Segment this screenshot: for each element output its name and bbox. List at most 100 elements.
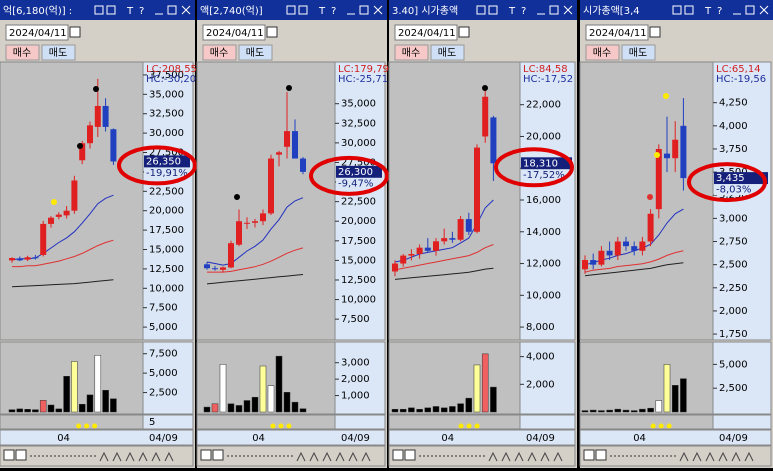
maximize-button[interactable] xyxy=(167,5,177,15)
toolbar-icon[interactable] xyxy=(164,451,174,462)
icon[interactable] xyxy=(298,5,308,15)
icon[interactable] xyxy=(476,5,486,15)
icon[interactable] xyxy=(106,5,116,15)
toolbar-icon[interactable] xyxy=(361,451,371,462)
signal-dot xyxy=(466,423,472,429)
toolbar-icon[interactable] xyxy=(718,451,728,462)
maximize-button[interactable] xyxy=(549,5,559,15)
buy-label[interactable]: 매수 xyxy=(13,47,31,59)
date-box[interactable] xyxy=(394,24,458,41)
x-tick-label: 04 xyxy=(252,433,265,444)
sell-button[interactable] xyxy=(238,44,273,61)
candle-body xyxy=(300,158,306,172)
calendar-icon[interactable] xyxy=(649,26,661,38)
toolbar-icon[interactable] xyxy=(296,451,306,462)
maximize-button[interactable] xyxy=(745,5,755,15)
candle-body xyxy=(212,268,218,270)
buy-label[interactable]: 매수 xyxy=(402,47,420,59)
toolbar-icon[interactable] xyxy=(125,451,135,462)
toolbar-button[interactable] xyxy=(212,449,224,461)
volume-bar xyxy=(78,403,86,413)
toolbar-icon[interactable] xyxy=(527,451,537,462)
calendar-icon[interactable] xyxy=(458,26,470,38)
volume-bar xyxy=(102,389,109,413)
toolbar-icon[interactable] xyxy=(731,451,741,462)
date-box[interactable] xyxy=(5,24,69,41)
icon[interactable] xyxy=(672,5,682,15)
sell-label[interactable]: 매도 xyxy=(246,47,264,59)
toolbar-button[interactable] xyxy=(392,449,404,461)
date-box[interactable] xyxy=(202,24,266,41)
buy-button[interactable] xyxy=(394,44,429,61)
price-pane xyxy=(196,61,336,341)
close-button[interactable] xyxy=(563,5,573,15)
y-tick-label: 4,000 xyxy=(719,121,748,132)
volume-tick-label: 5,000 xyxy=(149,368,178,379)
toolbar-button[interactable] xyxy=(15,449,27,461)
sell-label[interactable]: 매도 xyxy=(438,47,456,59)
sell-button[interactable] xyxy=(430,44,465,61)
moving-average xyxy=(394,244,494,271)
candle-body xyxy=(655,148,662,210)
toolbar-icon[interactable] xyxy=(322,451,332,462)
icon-glyph[interactable]: ? xyxy=(331,6,336,17)
toolbar-icon[interactable] xyxy=(112,451,122,462)
icon[interactable] xyxy=(94,5,104,15)
maximize-button[interactable] xyxy=(359,5,369,15)
toolbar-icon[interactable] xyxy=(488,451,498,462)
toolbar-icon[interactable] xyxy=(348,451,358,462)
buy-button[interactable] xyxy=(202,44,237,61)
toolbar-button[interactable] xyxy=(595,449,607,461)
toolbar-icon[interactable] xyxy=(679,451,689,462)
buy-label[interactable]: 매수 xyxy=(210,47,228,59)
price-box xyxy=(144,155,190,168)
sell-button[interactable] xyxy=(41,44,76,61)
toolbar-icon[interactable] xyxy=(553,451,563,462)
icon-glyph[interactable]: T xyxy=(704,6,712,17)
candle-body xyxy=(490,117,497,164)
toolbar-button[interactable] xyxy=(200,449,212,461)
window-title: 액[2,740(억)] xyxy=(200,5,263,17)
toolbar-icon[interactable] xyxy=(138,451,148,462)
buy-button[interactable] xyxy=(5,44,40,61)
calendar-icon[interactable] xyxy=(69,26,81,38)
sell-label[interactable]: 매도 xyxy=(49,47,67,59)
toolbar-icon[interactable] xyxy=(335,451,345,462)
toolbar-icon[interactable] xyxy=(151,451,161,462)
toolbar-icon[interactable] xyxy=(705,451,715,462)
icon-glyph[interactable]: T xyxy=(318,6,326,17)
buy-button[interactable] xyxy=(585,44,620,61)
toolbar-icon[interactable] xyxy=(309,451,319,462)
icon-glyph[interactable]: ? xyxy=(521,6,526,17)
volume-bar xyxy=(614,408,622,413)
icon-glyph[interactable]: T xyxy=(508,6,516,17)
calendar-icon[interactable] xyxy=(266,26,278,38)
toolbar-icon[interactable] xyxy=(744,451,754,462)
icon[interactable] xyxy=(286,5,296,15)
date-box[interactable] xyxy=(585,24,649,41)
toolbar-icon[interactable] xyxy=(99,451,109,462)
toolbar-button[interactable] xyxy=(404,449,416,461)
sell-button[interactable] xyxy=(621,44,656,61)
toolbar-icon[interactable] xyxy=(514,451,524,462)
sub-axis xyxy=(142,414,194,430)
icon-glyph[interactable]: ? xyxy=(717,6,722,17)
icon[interactable] xyxy=(488,5,498,15)
icon-glyph[interactable]: ? xyxy=(139,6,144,17)
toolbar-icon[interactable] xyxy=(540,451,550,462)
close-button[interactable] xyxy=(181,5,191,15)
icon-glyph[interactable]: T xyxy=(126,6,134,17)
window-title: 시가총액[3,4 xyxy=(583,5,640,17)
candle-body xyxy=(276,152,282,155)
sell-label[interactable]: 매도 xyxy=(629,47,647,59)
buy-label[interactable]: 매수 xyxy=(593,47,611,59)
toolbar-button[interactable] xyxy=(583,449,595,461)
candle-body xyxy=(220,267,226,270)
close-button[interactable] xyxy=(759,5,769,15)
toolbar-icon[interactable] xyxy=(692,451,702,462)
toolbar-icon[interactable] xyxy=(501,451,511,462)
icon[interactable] xyxy=(684,5,694,15)
close-button[interactable] xyxy=(373,5,383,15)
toolbar-button[interactable] xyxy=(3,449,15,461)
volume-bar xyxy=(243,400,251,413)
